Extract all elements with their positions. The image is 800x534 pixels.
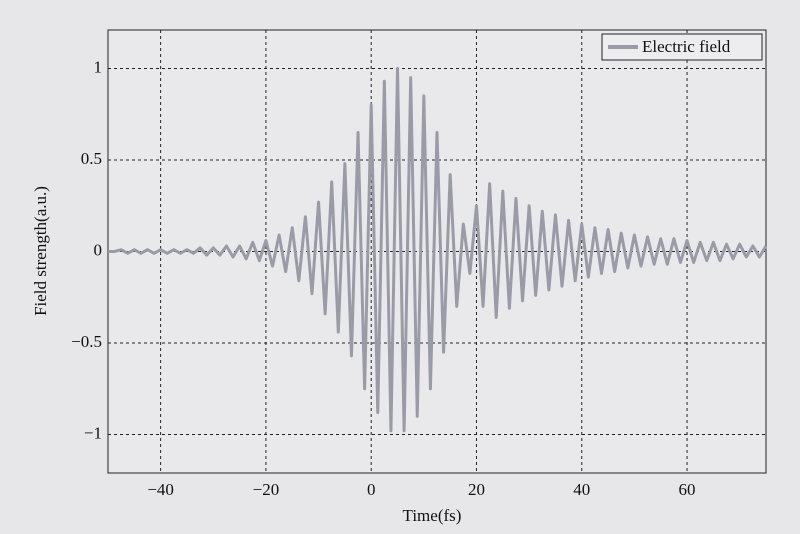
legend-label: Electric field — [642, 37, 731, 56]
x-tick-label: −20 — [253, 480, 280, 499]
y-tick-label: −1 — [84, 423, 102, 442]
y-tick-label: 0 — [94, 240, 103, 259]
y-tick-label: 1 — [94, 57, 103, 76]
x-tick-label: 40 — [573, 480, 590, 499]
y-tick-label: −0.5 — [71, 332, 102, 351]
x-axis-label: Time(fs) — [403, 506, 462, 525]
x-tick-label: −40 — [147, 480, 174, 499]
y-tick-label: 0.5 — [81, 149, 102, 168]
data-line — [108, 66, 768, 433]
x-tick-label: 60 — [679, 480, 696, 499]
y-axis-label: Field strength(a.u.) — [31, 186, 50, 316]
x-tick-label: 0 — [367, 480, 376, 499]
x-tick-label: 20 — [468, 480, 485, 499]
